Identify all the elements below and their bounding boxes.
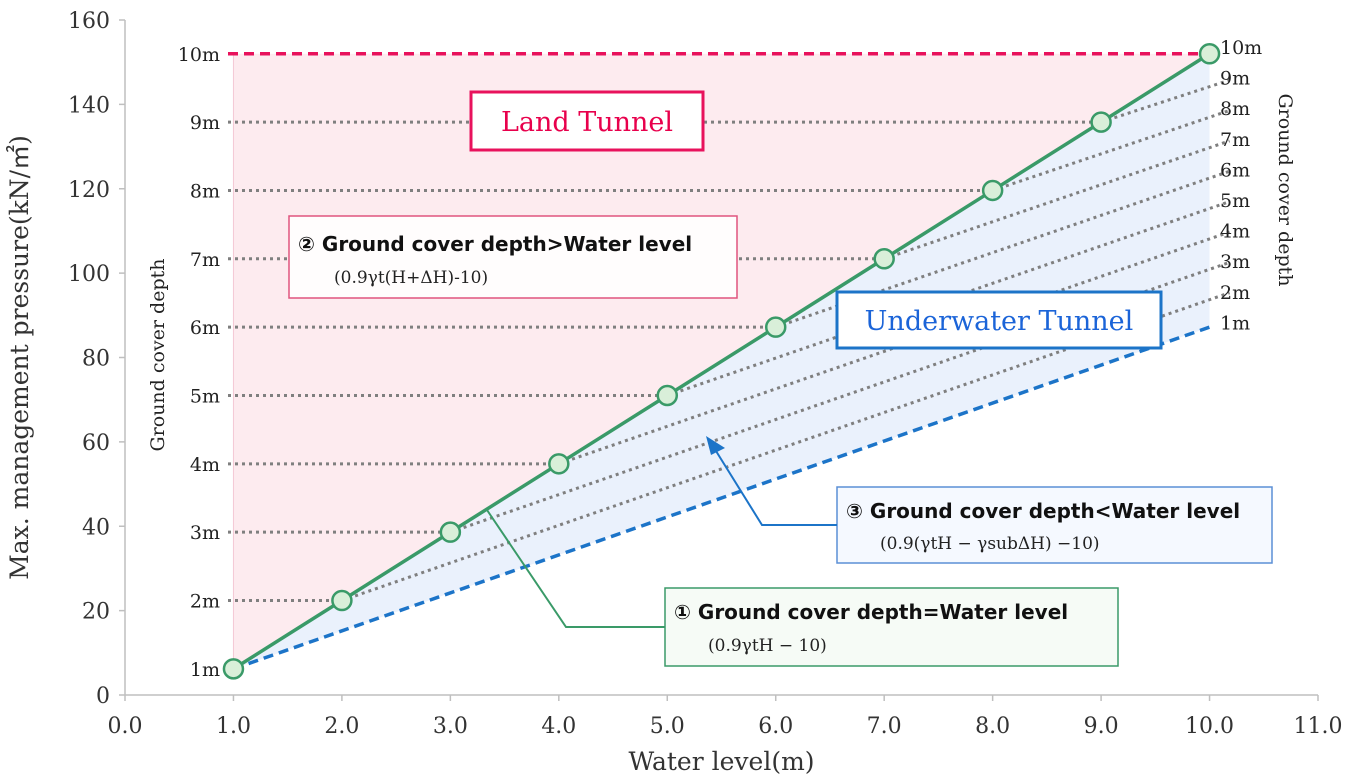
- annotation-1-formula: (0.9γtH − 10): [708, 636, 827, 656]
- right-depth-label: 1m: [1220, 312, 1250, 334]
- right-depth-axis-title: Ground cover depth: [1274, 94, 1296, 287]
- left-depth-label: 1m: [190, 659, 220, 681]
- annotation-2-formula: (0.9γt(H+ΔH)-10): [334, 268, 488, 288]
- annotation-3-arrowhead: [706, 436, 725, 455]
- y-axis-title: Max. management pressure(kN/㎡): [5, 135, 34, 580]
- left-depth-label: 9m: [190, 112, 220, 134]
- right-depth-label: 9m: [1220, 68, 1250, 90]
- dotted-depth-line-diagonal: [883, 139, 1231, 261]
- y-tick-label: 80: [82, 347, 110, 372]
- left-depth-label: 5m: [190, 385, 220, 407]
- x-tick-label: 2.0: [324, 714, 359, 739]
- y-tick-label: 0: [96, 684, 110, 709]
- left-depth-label: 7m: [190, 249, 220, 271]
- data-point-marker: [331, 589, 353, 612]
- data-point-marker: [1090, 111, 1112, 133]
- right-depth-label: 10m: [1220, 37, 1262, 59]
- left-depth-label: 8m: [190, 180, 220, 202]
- y-tick-label: 120: [68, 178, 110, 203]
- data-point-marker: [222, 658, 245, 680]
- left-depth-label: 2m: [190, 591, 220, 613]
- data-point-marker: [873, 248, 895, 270]
- dotted-depth-line-diagonal: [666, 200, 1231, 397]
- axes: 0.0 1.0 2.0 3.0 4.0 5.0 6.0 7.0 8.0 9.0 10.0 11.0 0 2…: [5, 9, 1342, 776]
- right-depth-label: 4m: [1220, 221, 1250, 243]
- x-tick-label: 6.0: [758, 714, 793, 739]
- x-tick-label: 7.0: [867, 714, 902, 739]
- annotation-3-box: [836, 486, 1273, 564]
- x-tick-label: 11.0: [1294, 714, 1343, 739]
- left-depth-label: 10m: [178, 44, 220, 66]
- land-tunnel-box: [469, 90, 705, 152]
- x-tick-label: 1.0: [216, 714, 251, 739]
- left-depth-label: 4m: [190, 454, 220, 476]
- data-point-marker: [548, 453, 570, 475]
- data-point-marker: [981, 179, 1004, 202]
- land-tunnel-label: Land Tunnel: [501, 107, 673, 138]
- annotation-2-title: ② Ground cover depth>Water level: [298, 232, 692, 256]
- y-tick-label: 160: [68, 9, 110, 34]
- x-tick-label: 8.0: [975, 714, 1010, 739]
- right-depth-label: 2m: [1220, 282, 1250, 304]
- annotation-1-leader: [486, 509, 665, 628]
- underwater-tunnel-label: Underwater Tunnel: [865, 306, 1134, 337]
- y-tick-label: 100: [68, 262, 110, 287]
- x-tick-label: 3.0: [433, 714, 468, 739]
- equal-depth-line: [232, 52, 1211, 671]
- y-tick-label: 60: [82, 431, 110, 456]
- left-depth-label: 6m: [190, 317, 220, 339]
- x-tick-label: 5.0: [650, 714, 685, 739]
- annotation-2-box: [288, 215, 738, 299]
- left-depth-axis-title: Ground cover depth: [147, 259, 169, 452]
- y-tick-label: 140: [68, 93, 110, 118]
- y-tick-label: 20: [82, 600, 110, 625]
- right-depth-label: 5m: [1220, 190, 1250, 212]
- y-tick-label: 40: [82, 515, 110, 540]
- underwater-1m-line: [232, 325, 1211, 671]
- x-axis-title: Water level(m): [628, 747, 814, 776]
- x-tick-label: 0.0: [108, 714, 143, 739]
- annotation-3-formula: (0.9(γtH − γsubΔH) −10): [880, 534, 1100, 554]
- x-tick-label: 9.0: [1084, 714, 1119, 739]
- data-point-marker: [439, 521, 462, 543]
- annotation-3-leader: [715, 450, 837, 526]
- depth-labels: 1m 2m 3m 4m 5m 6m 7m 8m 9m 10m 10m 9m 8m 7m 6m 5m 4m 3m 2m…: [178, 37, 1262, 681]
- annotations: Land Tunnel Underwater Tunnel ② Ground cov…: [288, 90, 1273, 667]
- annotation-3-title: ③ Ground cover depth<Water level: [846, 499, 1240, 523]
- data-point-marker: [656, 384, 679, 407]
- right-depth-label: 7m: [1220, 129, 1250, 151]
- series-lines: [228, 52, 1211, 671]
- x-tick-label: 4.0: [541, 714, 576, 739]
- right-depth-label: 3m: [1220, 251, 1250, 273]
- left-depth-label: 3m: [190, 522, 220, 544]
- right-depth-label: 8m: [1220, 98, 1250, 120]
- annotation-1-title: ① Ground cover depth=Water level: [674, 600, 1068, 624]
- markers: [222, 43, 1221, 680]
- dotted-depth-line-diagonal: [1100, 78, 1231, 124]
- dotted-depth-line-diagonal: [341, 291, 1231, 602]
- x-tick-label: 10.0: [1185, 714, 1234, 739]
- underwater-tunnel-box: [835, 290, 1163, 350]
- data-point-marker: [1198, 43, 1221, 65]
- right-depth-label: 6m: [1220, 159, 1250, 181]
- data-point-marker: [764, 316, 787, 338]
